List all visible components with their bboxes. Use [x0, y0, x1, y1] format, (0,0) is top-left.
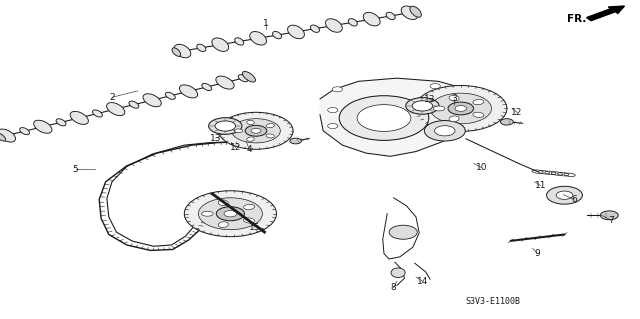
Circle shape: [224, 211, 237, 217]
Text: 13: 13: [210, 134, 221, 143]
Ellipse shape: [218, 200, 228, 206]
Ellipse shape: [0, 133, 6, 141]
Ellipse shape: [179, 85, 198, 98]
Circle shape: [251, 128, 261, 133]
Ellipse shape: [410, 6, 421, 17]
Ellipse shape: [243, 204, 255, 210]
Text: 10: 10: [476, 163, 487, 172]
Text: FR.: FR.: [567, 14, 586, 24]
Ellipse shape: [238, 75, 248, 82]
Ellipse shape: [247, 137, 254, 141]
Text: 9: 9: [535, 249, 540, 258]
Circle shape: [339, 96, 429, 140]
Circle shape: [245, 125, 267, 136]
Ellipse shape: [348, 19, 357, 26]
Circle shape: [328, 108, 338, 113]
Text: 4: 4: [247, 145, 252, 154]
Polygon shape: [320, 78, 477, 156]
Ellipse shape: [250, 32, 266, 45]
Circle shape: [215, 121, 236, 131]
Circle shape: [198, 198, 262, 230]
Text: 7: 7: [609, 216, 614, 225]
Text: 15: 15: [249, 223, 260, 232]
Ellipse shape: [266, 134, 275, 138]
Circle shape: [184, 191, 276, 237]
Ellipse shape: [218, 222, 228, 227]
Ellipse shape: [93, 110, 102, 117]
Circle shape: [547, 186, 582, 204]
Ellipse shape: [247, 120, 254, 125]
Text: 12: 12: [511, 108, 523, 117]
Ellipse shape: [449, 95, 459, 101]
Text: 1: 1: [263, 19, 268, 28]
Text: 13: 13: [424, 95, 435, 104]
Ellipse shape: [143, 94, 161, 107]
Ellipse shape: [129, 101, 139, 108]
Text: 3: 3: [452, 94, 457, 103]
Ellipse shape: [364, 12, 380, 26]
Circle shape: [389, 225, 417, 239]
Ellipse shape: [202, 211, 213, 216]
Ellipse shape: [449, 116, 459, 122]
Circle shape: [430, 84, 440, 89]
Circle shape: [430, 93, 492, 124]
Ellipse shape: [56, 119, 66, 126]
Text: 14: 14: [417, 277, 428, 286]
Ellipse shape: [391, 268, 405, 278]
Ellipse shape: [216, 76, 234, 89]
Ellipse shape: [212, 38, 228, 51]
Ellipse shape: [174, 44, 191, 58]
Circle shape: [424, 121, 465, 141]
Ellipse shape: [266, 124, 275, 128]
Ellipse shape: [234, 129, 243, 133]
Ellipse shape: [287, 25, 305, 39]
Ellipse shape: [0, 129, 15, 142]
Circle shape: [290, 138, 301, 144]
Circle shape: [209, 118, 242, 134]
Ellipse shape: [473, 112, 484, 117]
Circle shape: [216, 207, 244, 221]
Ellipse shape: [165, 92, 175, 100]
Circle shape: [332, 87, 342, 92]
Circle shape: [455, 106, 467, 111]
Text: 6: 6: [572, 195, 577, 204]
Ellipse shape: [401, 6, 418, 19]
Circle shape: [357, 105, 411, 131]
Text: 2: 2: [109, 93, 115, 102]
FancyArrow shape: [586, 6, 625, 21]
Ellipse shape: [34, 120, 52, 133]
Text: 5: 5: [73, 165, 78, 174]
Text: 11: 11: [535, 181, 547, 190]
Ellipse shape: [70, 111, 88, 124]
Circle shape: [600, 211, 618, 220]
Ellipse shape: [235, 38, 244, 45]
Ellipse shape: [243, 218, 255, 223]
Ellipse shape: [172, 48, 180, 56]
Circle shape: [435, 126, 455, 136]
Ellipse shape: [273, 31, 282, 39]
Text: 8: 8: [391, 283, 396, 292]
Circle shape: [448, 102, 474, 115]
Ellipse shape: [473, 100, 484, 105]
Ellipse shape: [20, 128, 29, 135]
Circle shape: [500, 119, 513, 125]
Ellipse shape: [107, 102, 125, 115]
Circle shape: [556, 191, 573, 199]
Circle shape: [232, 119, 280, 143]
Text: 12: 12: [230, 143, 241, 152]
Circle shape: [415, 85, 507, 131]
Circle shape: [412, 101, 433, 111]
Ellipse shape: [326, 19, 342, 32]
Ellipse shape: [386, 12, 396, 20]
Ellipse shape: [310, 25, 319, 33]
Text: S3V3-E1100B: S3V3-E1100B: [465, 297, 520, 306]
Circle shape: [406, 98, 439, 114]
Ellipse shape: [243, 71, 255, 82]
Ellipse shape: [202, 84, 212, 91]
Circle shape: [328, 123, 338, 129]
Circle shape: [219, 112, 293, 149]
Ellipse shape: [433, 106, 445, 111]
Ellipse shape: [196, 44, 206, 52]
